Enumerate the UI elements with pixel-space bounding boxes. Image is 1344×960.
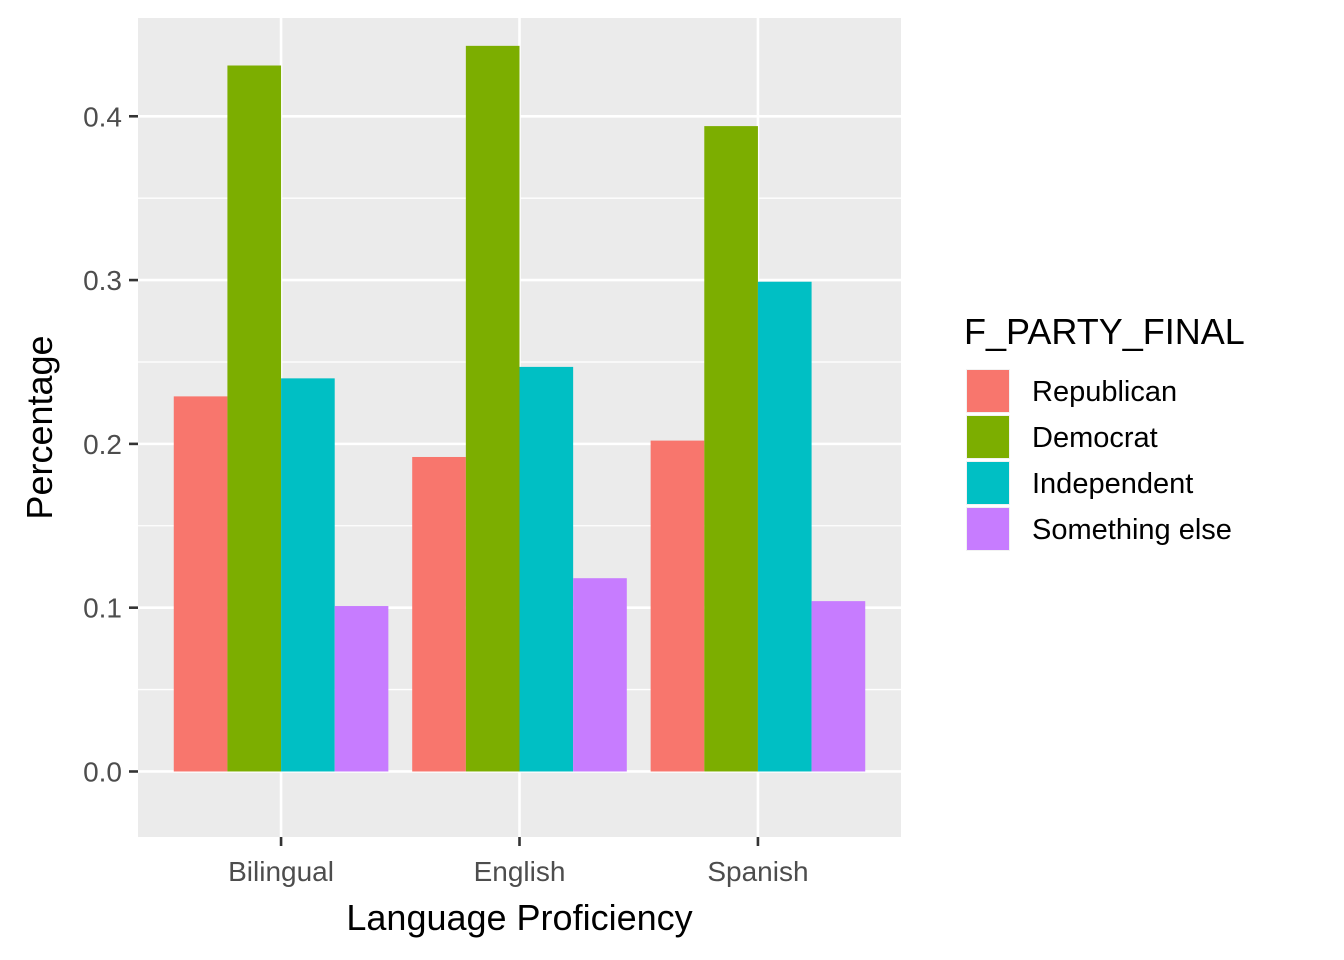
y-axis-title: Percentage	[19, 335, 60, 519]
bar-something-else-english	[573, 578, 627, 772]
legend-key	[967, 508, 1009, 550]
x-axis-title: Language Proficiency	[346, 897, 692, 938]
x-tick-label: English	[474, 856, 566, 887]
legend-label: Republican	[1032, 376, 1177, 408]
bar-something-else-bilingual	[334, 606, 389, 772]
legend-label: Independent	[1032, 468, 1193, 500]
bars	[173, 45, 866, 772]
bar-democrat-bilingual	[227, 65, 282, 772]
bar-republican-bilingual	[173, 396, 228, 772]
y-tick-label: 0.2	[83, 429, 122, 460]
y-tick-label: 0.1	[83, 593, 122, 624]
legend-key	[967, 462, 1009, 504]
bar-independent-english	[519, 366, 574, 772]
bar-independent-spanish	[757, 281, 812, 772]
bar-independent-bilingual	[281, 378, 335, 772]
x-axis: Bilingual English Spanish	[228, 837, 809, 887]
bar-republican-english	[412, 456, 466, 772]
y-tick-label: 0.4	[83, 101, 122, 132]
legend-label: Something else	[1032, 514, 1232, 546]
legend: F_PARTY_FINAL Republican Democrat Independ…	[964, 311, 1245, 551]
y-axis: 0.0 0.1 0.2 0.3 0.4	[83, 101, 138, 787]
bar-democrat-spanish	[704, 126, 758, 772]
y-tick-label: 0.3	[83, 265, 122, 296]
x-tick-label: Spanish	[707, 856, 808, 887]
y-tick-label: 0.0	[83, 756, 122, 787]
bar-democrat-english	[465, 45, 520, 772]
x-tick-label: Bilingual	[228, 856, 334, 887]
bar-something-else-spanish	[811, 601, 866, 772]
legend-key	[967, 416, 1009, 458]
legend-label: Democrat	[1032, 422, 1158, 454]
bar-republican-spanish	[650, 440, 705, 772]
legend-title: F_PARTY_FINAL	[964, 311, 1245, 352]
legend-key	[967, 370, 1009, 412]
